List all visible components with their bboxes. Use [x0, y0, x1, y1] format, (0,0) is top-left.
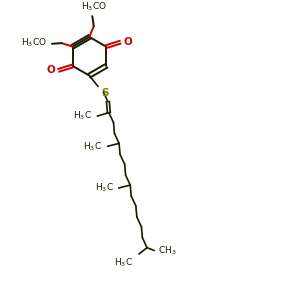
Text: H$_3$C: H$_3$C	[94, 182, 113, 194]
Text: O: O	[46, 65, 56, 75]
Text: H$_3$C: H$_3$C	[73, 110, 92, 122]
Text: H$_3$C: H$_3$C	[83, 140, 102, 152]
Text: H$_3$C: H$_3$C	[114, 256, 133, 269]
Text: H$_3$CO: H$_3$CO	[81, 0, 107, 13]
Text: S: S	[101, 88, 109, 98]
Text: H$_3$CO: H$_3$CO	[21, 36, 47, 49]
Text: CH$_3$: CH$_3$	[158, 244, 176, 257]
Text: O: O	[124, 37, 132, 47]
